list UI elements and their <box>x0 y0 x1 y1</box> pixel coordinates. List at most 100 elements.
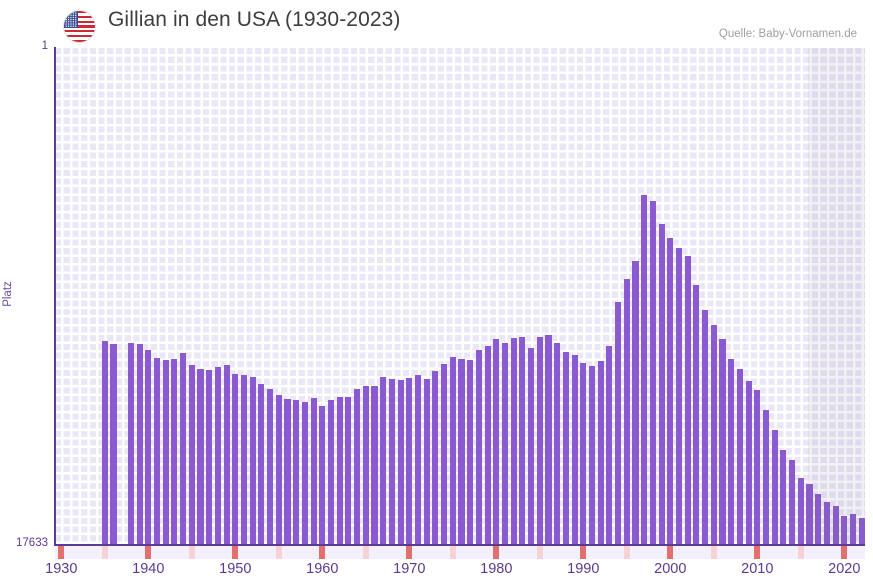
bar <box>710 325 717 545</box>
bar <box>458 359 465 545</box>
bar <box>240 375 248 545</box>
bar <box>336 397 343 545</box>
bar <box>658 224 665 545</box>
y-axis-top-tick-label: 1 <box>41 40 48 52</box>
bar <box>736 369 743 545</box>
bar <box>510 338 517 545</box>
bar <box>815 494 822 545</box>
chart-plot-area <box>55 48 865 545</box>
bar <box>780 450 787 545</box>
x-axis-tick-label: 2010 <box>741 561 774 577</box>
bar <box>249 377 256 545</box>
bar <box>188 365 195 545</box>
bar <box>754 390 761 545</box>
bar <box>797 478 804 545</box>
x-axis-tick-label: 2020 <box>828 561 861 577</box>
bar <box>423 379 430 545</box>
bar <box>180 353 187 545</box>
bar <box>310 398 317 545</box>
bar <box>441 364 448 545</box>
bar <box>171 359 178 545</box>
bar <box>823 502 830 545</box>
x-axis-tick-major <box>493 546 500 559</box>
bar <box>597 361 604 545</box>
bar <box>536 337 543 545</box>
x-axis-tick-major <box>841 546 848 559</box>
bar <box>719 339 726 545</box>
x-axis-tick-major <box>580 546 587 559</box>
bar <box>432 371 439 545</box>
y-axis-bottom-tick-label: 17633 <box>16 537 48 549</box>
bar <box>327 400 335 545</box>
bar <box>101 341 108 545</box>
x-axis-tick-major <box>406 546 413 559</box>
no-data-band <box>808 48 865 545</box>
x-axis-tick-major <box>319 546 326 559</box>
bar <box>858 518 865 545</box>
bar <box>493 339 500 545</box>
bar <box>771 430 778 545</box>
x-axis-tick-label: 1930 <box>45 561 78 577</box>
bar <box>484 346 491 545</box>
bar <box>684 256 691 545</box>
x-axis-tick-labels: 1930 1940 1950 1960 1970 1980 1990 2000 2010 2020 <box>0 561 873 583</box>
bar <box>667 238 674 545</box>
x-axis-tick-label: 1960 <box>306 561 339 577</box>
x-axis-tick-minor <box>362 546 369 559</box>
x-axis-tick-strip <box>55 546 865 559</box>
y-axis-title: Platz <box>2 281 14 307</box>
bar <box>475 350 482 545</box>
bar <box>362 386 369 545</box>
bar <box>849 514 857 545</box>
bar <box>284 399 291 545</box>
bar <box>275 395 282 545</box>
bar <box>223 365 230 545</box>
bar <box>380 377 387 545</box>
x-axis-tick-major <box>667 546 674 559</box>
bar <box>832 506 839 545</box>
bar <box>501 343 509 545</box>
bar <box>789 460 796 545</box>
bar <box>562 352 569 545</box>
x-axis-tick-label: 1970 <box>393 561 426 577</box>
bar <box>606 346 613 545</box>
bar <box>301 402 308 545</box>
x-axis-tick-major <box>754 546 761 559</box>
x-axis-tick-minor <box>797 546 804 559</box>
bar <box>197 369 204 545</box>
x-axis-tick-label: 1950 <box>219 561 252 577</box>
x-axis-tick-major <box>232 546 239 559</box>
x-axis-tick-label: 1990 <box>567 561 600 577</box>
bar <box>641 195 648 545</box>
bar <box>649 201 656 545</box>
bar <box>371 386 378 545</box>
us-flag-icon <box>64 11 95 42</box>
x-axis-tick-label: 2000 <box>654 561 687 577</box>
bar <box>693 285 700 545</box>
x-axis-line <box>54 544 865 546</box>
page-title: Gillian in den USA (1930-2023) <box>108 8 401 31</box>
x-axis-tick-minor <box>188 546 195 559</box>
x-axis-tick-minor <box>710 546 717 559</box>
bar <box>153 358 161 545</box>
bar <box>162 360 169 545</box>
bar <box>214 367 221 545</box>
bar <box>519 337 526 545</box>
x-axis-tick-minor <box>101 546 108 559</box>
x-axis-tick-minor <box>449 546 456 559</box>
bar <box>632 261 639 545</box>
bar <box>136 344 143 545</box>
x-axis-tick-minor <box>275 546 282 559</box>
x-axis-tick-major <box>145 546 152 559</box>
bar <box>345 397 352 545</box>
bar <box>615 302 622 545</box>
bar <box>145 350 152 545</box>
bar <box>258 384 265 545</box>
bar <box>571 355 578 545</box>
bar <box>588 366 596 545</box>
bar <box>467 360 474 545</box>
bar <box>414 375 422 545</box>
bar <box>554 343 561 545</box>
source-attribution: Quelle: Baby-Vornamen.de <box>718 28 857 40</box>
bar <box>319 406 326 545</box>
